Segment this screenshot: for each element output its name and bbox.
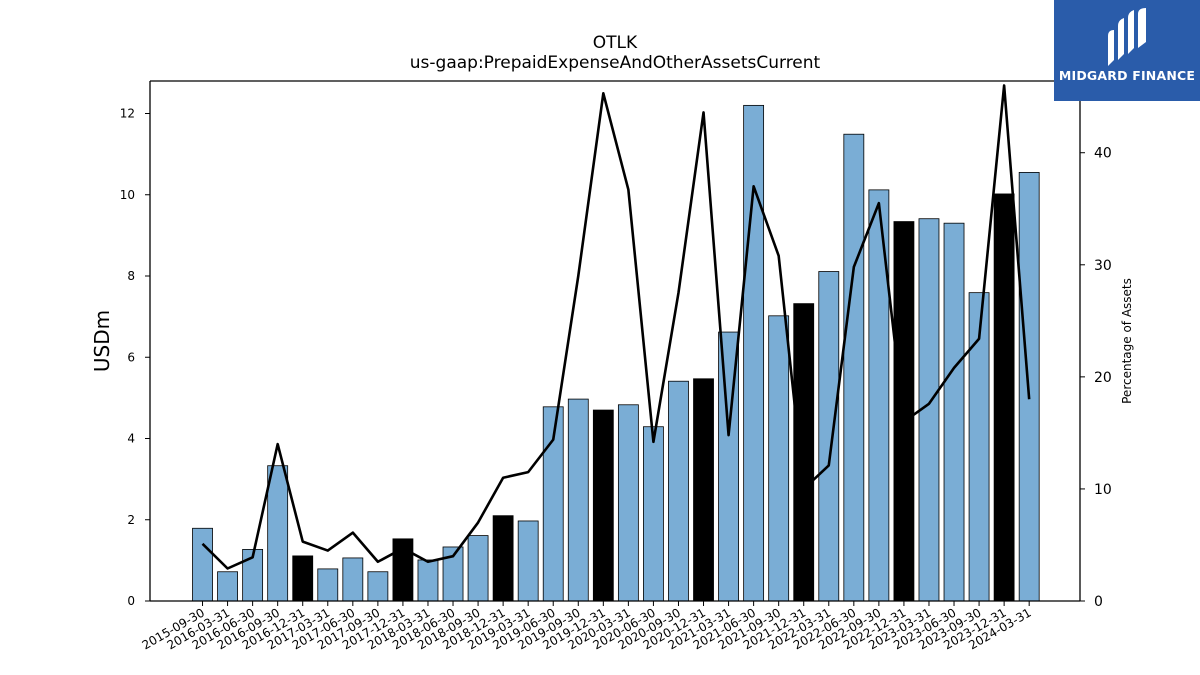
bar-2023-12-31: [993, 193, 1015, 602]
bar-2019-12-31: [592, 409, 614, 602]
bar-2023-06-30: [943, 222, 965, 602]
chart-subtitle: us-gaap:PrepaidExpenseAndOtherAssetsCurr…: [410, 53, 821, 73]
midgard-logo: MIDGARD FINANCE: [1054, 0, 1200, 101]
bar-2020-12-31: [693, 378, 714, 602]
logo-text: MIDGARD FINANCE: [1058, 68, 1196, 83]
y2-tick-label: 0: [1094, 594, 1103, 610]
y-tick-label: 6: [127, 350, 135, 364]
bar-2018-09-30: [467, 535, 489, 602]
chart-title: OTLK: [593, 33, 638, 53]
bar-2021-09-30: [768, 315, 790, 602]
y-axis-label: USDm: [90, 310, 114, 372]
midgard-logo-icon: [1108, 8, 1146, 66]
bar-2017-06-30: [342, 557, 364, 602]
bar-2021-12-31: [793, 303, 815, 602]
bar-2018-12-31: [492, 515, 514, 602]
bar-2015-09-30: [192, 527, 213, 602]
bar-2016-09-30: [267, 465, 289, 602]
bar-2017-09-30: [367, 571, 389, 602]
y-tick-label: 10: [120, 188, 135, 202]
pct-assets-line: [201, 84, 1031, 570]
bar-2022-09-30: [868, 189, 890, 602]
bar-2019-03-31: [517, 520, 539, 602]
y-tick-label: 2: [127, 513, 135, 527]
bar-2020-03-31: [617, 404, 639, 602]
bar-2021-06-30: [743, 104, 765, 602]
bar-2016-03-31: [217, 571, 238, 602]
bar-2019-09-30: [567, 398, 589, 602]
y2-tick-label: 40: [1094, 146, 1112, 162]
y2-tick-label: 20: [1094, 370, 1112, 386]
bar-2020-06-30: [643, 426, 664, 602]
y-tick-label: 8: [127, 269, 135, 283]
y-tick-label: 12: [120, 107, 135, 121]
bar-series: [192, 104, 1040, 602]
y-tick-label: 4: [127, 432, 135, 446]
y-tick-label: 0: [127, 594, 135, 608]
bar-2020-09-30: [668, 380, 689, 602]
y2-axis-label: Percentage of Assets: [1120, 278, 1134, 404]
line-series: [201, 84, 1031, 570]
axes: 0246810120102030402015-09-302016-03-3120…: [120, 80, 1112, 652]
bar-2022-06-30: [843, 133, 865, 602]
y2-tick-label: 30: [1094, 258, 1112, 274]
bar-2017-03-31: [317, 568, 339, 602]
bar-2018-03-31: [417, 559, 439, 602]
y2-tick-label: 10: [1094, 482, 1112, 498]
bar-2016-12-31: [292, 555, 314, 602]
bar-2022-03-31: [818, 271, 840, 602]
